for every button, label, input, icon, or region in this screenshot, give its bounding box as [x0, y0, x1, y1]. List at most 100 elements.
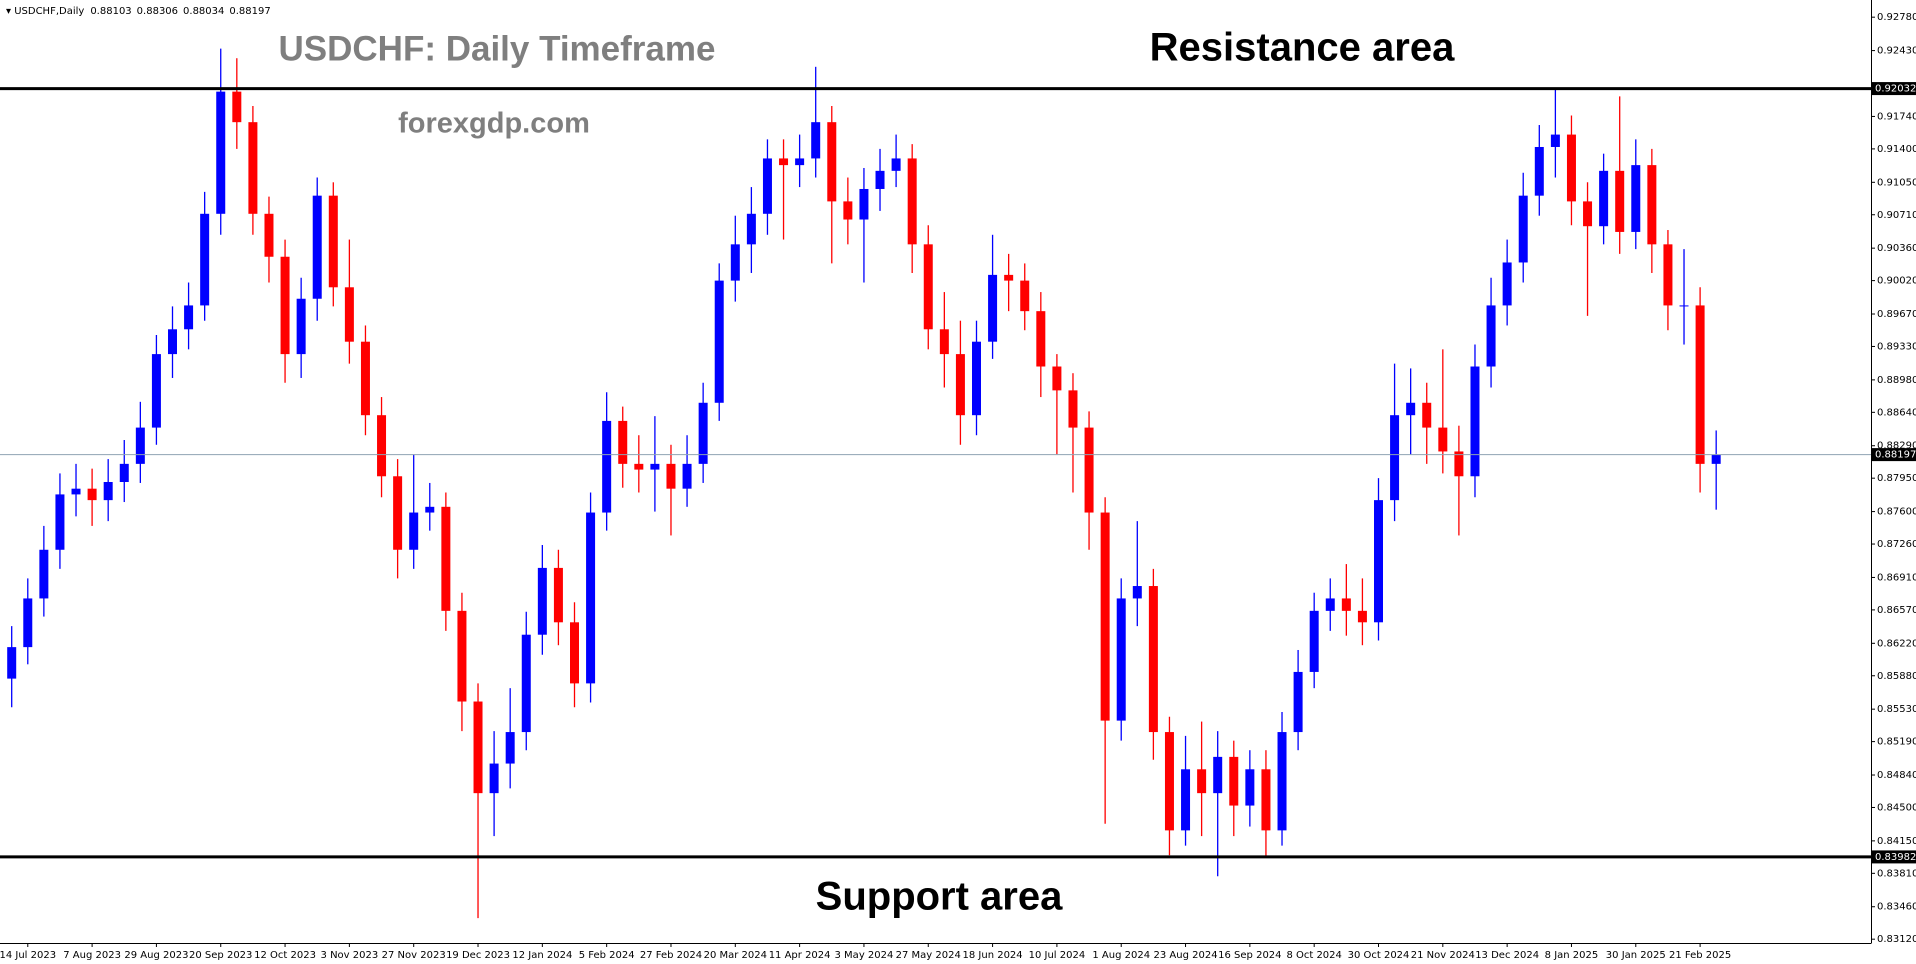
candle-body — [1647, 165, 1657, 245]
y-tick-label: 0.87260 — [1877, 539, 1916, 550]
x-tick-label: 8 Oct 2024 — [1286, 950, 1341, 961]
candle-body — [1052, 366, 1062, 391]
candle-body — [1631, 165, 1641, 232]
x-tick-label: 23 Aug 2024 — [1154, 950, 1218, 961]
y-tick-label: 0.87950 — [1877, 473, 1916, 484]
candle-body — [473, 701, 483, 794]
candle-body — [264, 213, 274, 257]
x-tick-label: 14 Jul 2023 — [0, 950, 56, 961]
x-tick-label: 18 Jun 2024 — [963, 950, 1023, 961]
x-tick-label: 21 Feb 2025 — [1669, 950, 1731, 961]
y-tick-label: 0.84500 — [1877, 802, 1916, 813]
candle-body — [1486, 305, 1496, 367]
candle-body — [570, 622, 579, 684]
candle-body — [1502, 262, 1512, 306]
candle-body — [634, 463, 644, 470]
candle-body — [1341, 598, 1351, 611]
candle-body — [1293, 671, 1303, 733]
candle-body — [1711, 454, 1721, 464]
y-tick-label: 0.86570 — [1877, 605, 1916, 616]
candle-body — [1261, 769, 1271, 831]
candle-body — [168, 329, 177, 355]
candle-body — [1550, 134, 1560, 147]
support-label: 0.83982 — [1875, 852, 1916, 863]
candle-body — [779, 158, 789, 166]
candle-body — [55, 494, 65, 550]
candle-body — [1470, 366, 1480, 477]
y-tick-label: 0.89330 — [1877, 341, 1916, 352]
readout-open: 0.88103 — [90, 6, 131, 17]
candle-body — [666, 463, 676, 489]
x-tick-label: 11 Apr 2024 — [769, 950, 831, 961]
chart-title: USDCHF: Daily Timeframe — [279, 29, 716, 68]
x-tick-label: 12 Jan 2024 — [512, 950, 572, 961]
candle-body — [827, 122, 837, 202]
x-tick-label: 30 Jan 2025 — [1606, 950, 1666, 961]
candle-body — [1679, 305, 1689, 307]
candle-body — [1116, 598, 1126, 721]
candle-body — [553, 567, 563, 623]
candle-body — [425, 506, 435, 513]
candle-body — [1357, 610, 1367, 623]
x-tick-label: 27 Feb 2024 — [640, 950, 702, 961]
x-tick-label: 12 Oct 2023 — [254, 950, 316, 961]
current-price-label-box — [1872, 448, 1916, 462]
candle-body — [1438, 427, 1448, 452]
y-tick-label: 0.90710 — [1877, 210, 1916, 221]
y-tick-label: 0.85880 — [1877, 671, 1916, 682]
chart-subtitle: forexgdp.com — [398, 108, 590, 140]
candle-body — [972, 341, 981, 416]
readout-low: 0.88034 — [183, 6, 224, 17]
candle-body — [1245, 769, 1255, 806]
candle-body — [1663, 244, 1673, 306]
candle-body — [1229, 756, 1239, 806]
candle-body — [360, 341, 370, 416]
y-tick-label: 0.85190 — [1877, 737, 1916, 748]
x-tick-label: 3 Nov 2023 — [321, 950, 379, 961]
y-tick-label: 0.85530 — [1877, 704, 1916, 715]
x-tick-label: 10 Jul 2024 — [1029, 950, 1086, 961]
y-tick-label: 0.84840 — [1877, 770, 1916, 781]
header: ▾ USDCHF,Daily 0.88103 0.88306 0.88034 0.881… — [6, 6, 271, 17]
candle-body — [216, 91, 226, 214]
candle-body — [441, 506, 451, 611]
candle-body — [1695, 305, 1705, 464]
candle-body — [71, 488, 81, 495]
candle-body — [682, 463, 692, 489]
candle-body — [1148, 586, 1158, 733]
candle-body — [184, 305, 194, 330]
candle-body — [1422, 402, 1432, 428]
x-tick-label: 16 Sep 2024 — [1218, 950, 1281, 961]
x-tick-label: 21 Nov 2024 — [1411, 950, 1475, 961]
y-tick-label: 0.90020 — [1877, 276, 1916, 287]
x-tick-label: 5 Feb 2024 — [579, 950, 635, 961]
candle-body — [344, 287, 354, 342]
x-tick-label: 30 Oct 2024 — [1348, 950, 1410, 961]
candle-body — [586, 512, 596, 684]
y-tick-label: 0.91400 — [1877, 144, 1916, 155]
candle-body — [296, 298, 306, 355]
candle-body — [1615, 170, 1625, 232]
candle-body — [1534, 146, 1544, 196]
y-tick-label: 0.90360 — [1877, 243, 1916, 254]
candle-body — [650, 463, 660, 470]
candle-body — [87, 488, 97, 501]
candle-body — [377, 415, 387, 477]
resistance-annotation: Resistance area — [1150, 26, 1455, 70]
candle-body — [714, 280, 724, 403]
x-tick-label: 13 Dec 2024 — [1475, 950, 1539, 961]
candle-body — [1036, 311, 1046, 367]
x-tick-label: 29 Aug 2023 — [124, 950, 188, 961]
candle-body — [232, 91, 242, 123]
candle-body — [907, 158, 917, 245]
y-tick-label: 0.87600 — [1877, 507, 1916, 518]
candle-body — [1583, 201, 1593, 227]
candle-body — [746, 213, 756, 245]
x-tick-label: 8 Jan 2025 — [1545, 950, 1599, 961]
x-tick-label: 27 May 2024 — [896, 950, 961, 961]
y-tick-label: 0.92430 — [1877, 46, 1916, 57]
candle-body — [843, 201, 853, 220]
